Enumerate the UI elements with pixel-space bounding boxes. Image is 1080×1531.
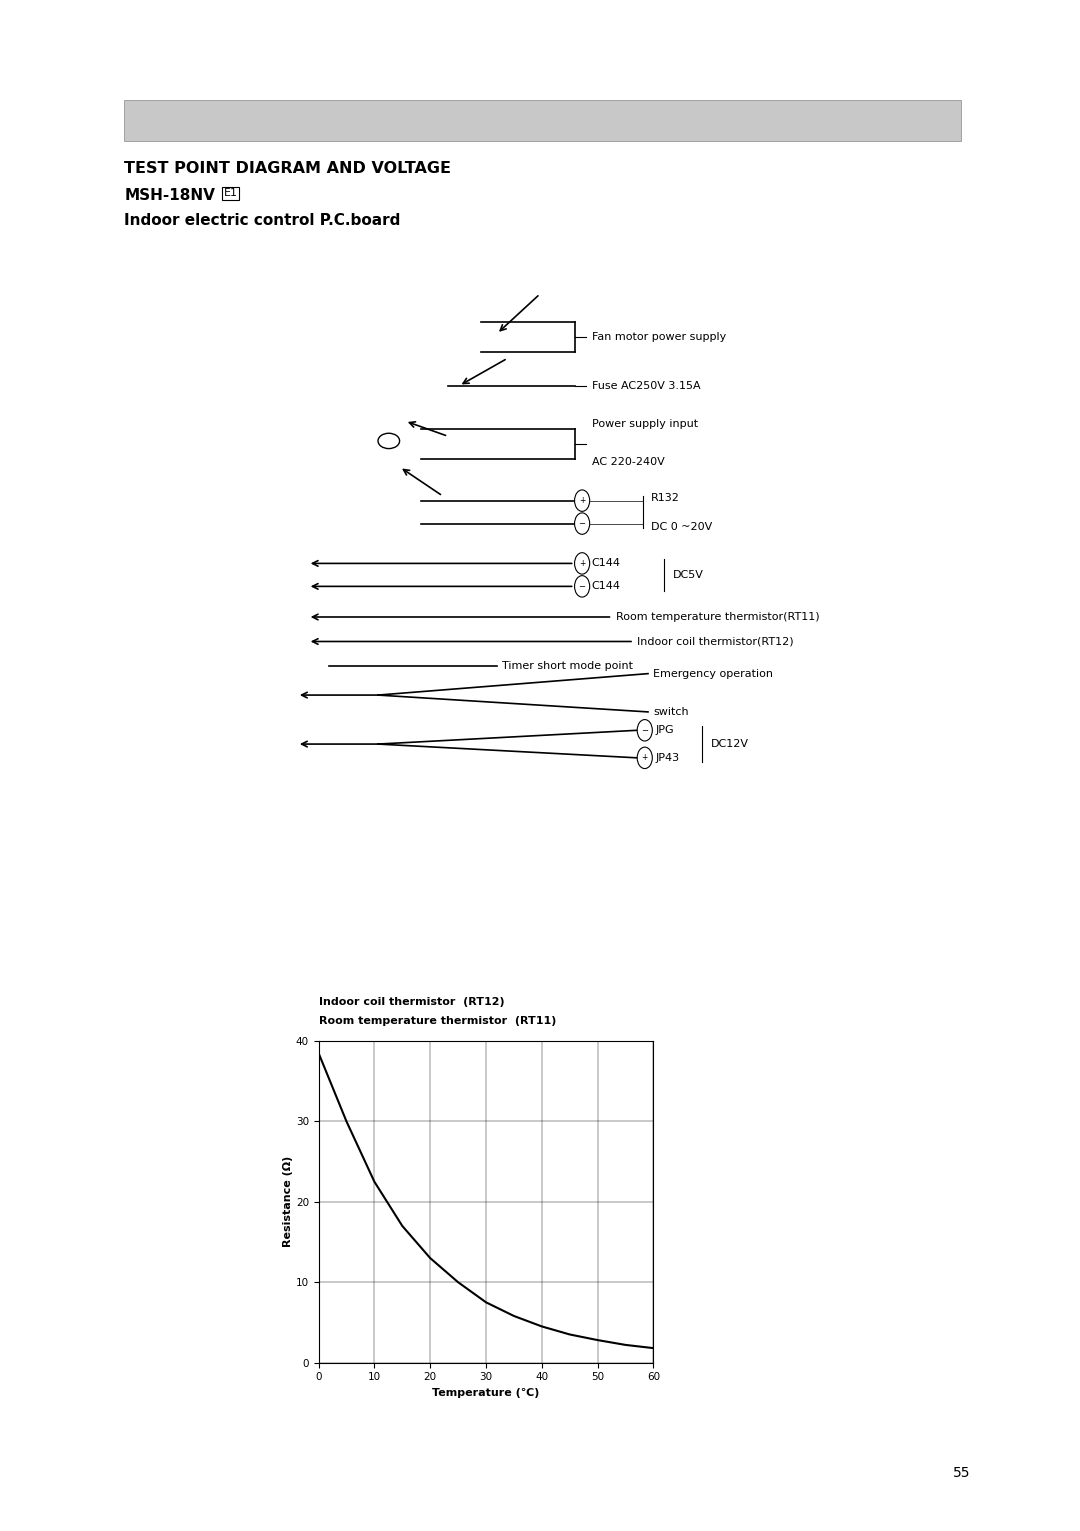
Text: Room temperature thermistor(RT11): Room temperature thermistor(RT11) bbox=[616, 612, 820, 622]
Circle shape bbox=[637, 720, 652, 741]
Text: TEST POINT DIAGRAM AND VOLTAGE: TEST POINT DIAGRAM AND VOLTAGE bbox=[124, 161, 451, 176]
Ellipse shape bbox=[378, 433, 400, 449]
Text: Indoor electric control P.C.board: Indoor electric control P.C.board bbox=[124, 213, 401, 228]
Text: AC 220-240V: AC 220-240V bbox=[592, 458, 664, 467]
Text: C144: C144 bbox=[592, 582, 621, 591]
X-axis label: Temperature (℃): Temperature (℃) bbox=[432, 1389, 540, 1398]
Text: −: − bbox=[579, 519, 585, 528]
Circle shape bbox=[575, 553, 590, 574]
Text: JPG: JPG bbox=[656, 726, 674, 735]
Text: +: + bbox=[642, 753, 648, 762]
Text: −: − bbox=[642, 726, 648, 735]
Text: JP43: JP43 bbox=[656, 753, 679, 762]
Y-axis label: Resistance (Ω): Resistance (Ω) bbox=[283, 1156, 293, 1248]
Text: switch: switch bbox=[653, 707, 689, 717]
Text: DC12V: DC12V bbox=[711, 739, 748, 749]
Circle shape bbox=[575, 490, 590, 511]
Text: +: + bbox=[579, 559, 585, 568]
Text: Fan motor power supply: Fan motor power supply bbox=[592, 332, 726, 341]
Text: C144: C144 bbox=[592, 559, 621, 568]
Text: 55: 55 bbox=[953, 1465, 970, 1480]
Text: Indoor coil thermistor(RT12): Indoor coil thermistor(RT12) bbox=[637, 637, 794, 646]
Text: Fuse AC250V 3.15A: Fuse AC250V 3.15A bbox=[592, 381, 701, 390]
Bar bbox=[124, 100, 961, 141]
Text: +: + bbox=[579, 496, 585, 505]
Text: MSH-18NV: MSH-18NV bbox=[124, 188, 215, 204]
Text: E1: E1 bbox=[224, 188, 238, 199]
Text: DC5V: DC5V bbox=[673, 570, 704, 580]
Circle shape bbox=[637, 747, 652, 769]
Text: Room temperature thermistor  (RT11): Room temperature thermistor (RT11) bbox=[319, 1015, 556, 1026]
Text: Timer short mode point: Timer short mode point bbox=[502, 661, 633, 671]
Text: Indoor coil thermistor  (RT12): Indoor coil thermistor (RT12) bbox=[319, 997, 504, 1007]
Circle shape bbox=[575, 576, 590, 597]
Text: −: − bbox=[579, 582, 585, 591]
Text: DC 0 ~20V: DC 0 ~20V bbox=[651, 522, 713, 531]
Text: Emergency operation: Emergency operation bbox=[653, 669, 773, 678]
Text: Power supply input: Power supply input bbox=[592, 419, 698, 429]
Text: R132: R132 bbox=[651, 493, 680, 502]
Circle shape bbox=[575, 513, 590, 534]
